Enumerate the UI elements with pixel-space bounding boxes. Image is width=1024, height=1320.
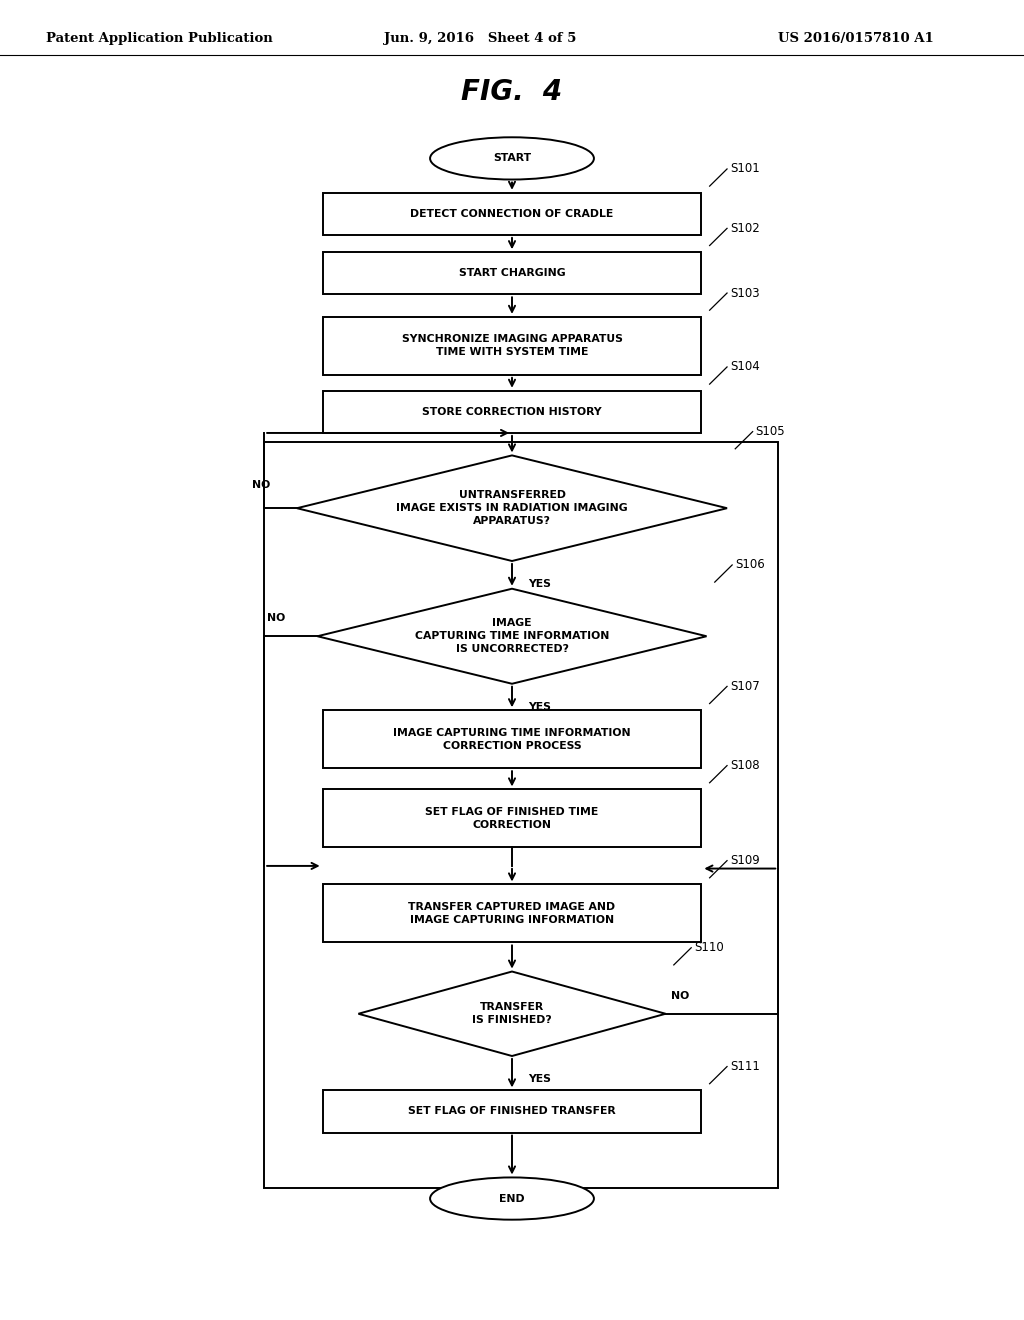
Text: YES: YES xyxy=(528,702,551,713)
Bar xyxy=(264,442,778,1188)
Bar xyxy=(323,1090,701,1133)
Text: IMAGE CAPTURING TIME INFORMATION
CORRECTION PROCESS: IMAGE CAPTURING TIME INFORMATION CORRECT… xyxy=(393,727,631,751)
Text: START: START xyxy=(493,153,531,164)
Bar xyxy=(323,789,701,847)
Bar xyxy=(323,193,701,235)
Polygon shape xyxy=(297,455,727,561)
Text: S110: S110 xyxy=(694,941,724,954)
Text: STORE CORRECTION HISTORY: STORE CORRECTION HISTORY xyxy=(422,407,602,417)
Text: S108: S108 xyxy=(730,759,760,772)
Text: S107: S107 xyxy=(730,680,760,693)
Text: END: END xyxy=(499,1193,525,1204)
Text: START CHARGING: START CHARGING xyxy=(459,268,565,279)
Text: SET FLAG OF FINISHED TIME
CORRECTION: SET FLAG OF FINISHED TIME CORRECTION xyxy=(425,807,599,830)
Text: S101: S101 xyxy=(730,162,760,176)
Text: S106: S106 xyxy=(735,558,765,572)
Text: Patent Application Publication: Patent Application Publication xyxy=(46,32,272,45)
Text: S111: S111 xyxy=(730,1060,760,1073)
Text: UNTRANSFERRED
IMAGE EXISTS IN RADIATION IMAGING
APPARATUS?: UNTRANSFERRED IMAGE EXISTS IN RADIATION … xyxy=(396,491,628,525)
Text: NO: NO xyxy=(671,990,689,1001)
Text: S109: S109 xyxy=(730,854,760,867)
Text: Jun. 9, 2016   Sheet 4 of 5: Jun. 9, 2016 Sheet 4 of 5 xyxy=(384,32,577,45)
Text: NO: NO xyxy=(252,479,270,490)
Bar xyxy=(323,252,701,294)
Polygon shape xyxy=(358,972,666,1056)
Text: TRANSFER
IS FINISHED?: TRANSFER IS FINISHED? xyxy=(472,1002,552,1026)
Text: FIG.  4: FIG. 4 xyxy=(462,78,562,107)
Ellipse shape xyxy=(430,137,594,180)
Text: DETECT CONNECTION OF CRADLE: DETECT CONNECTION OF CRADLE xyxy=(411,209,613,219)
Text: US 2016/0157810 A1: US 2016/0157810 A1 xyxy=(778,32,934,45)
Text: YES: YES xyxy=(528,579,551,590)
Bar xyxy=(323,884,701,942)
Bar xyxy=(323,391,701,433)
Text: S104: S104 xyxy=(730,360,760,374)
Polygon shape xyxy=(317,589,707,684)
Text: YES: YES xyxy=(528,1074,551,1085)
Text: SET FLAG OF FINISHED TRANSFER: SET FLAG OF FINISHED TRANSFER xyxy=(409,1106,615,1117)
Text: S105: S105 xyxy=(756,425,785,438)
Text: S102: S102 xyxy=(730,222,760,235)
Text: TRANSFER CAPTURED IMAGE AND
IMAGE CAPTURING INFORMATION: TRANSFER CAPTURED IMAGE AND IMAGE CAPTUR… xyxy=(409,902,615,925)
Text: SYNCHRONIZE IMAGING APPARATUS
TIME WITH SYSTEM TIME: SYNCHRONIZE IMAGING APPARATUS TIME WITH … xyxy=(401,334,623,358)
Text: NO: NO xyxy=(267,612,286,623)
Ellipse shape xyxy=(430,1177,594,1220)
Bar xyxy=(323,317,701,375)
Bar xyxy=(323,710,701,768)
Text: S103: S103 xyxy=(730,286,760,300)
Text: IMAGE
CAPTURING TIME INFORMATION
IS UNCORRECTED?: IMAGE CAPTURING TIME INFORMATION IS UNCO… xyxy=(415,619,609,653)
